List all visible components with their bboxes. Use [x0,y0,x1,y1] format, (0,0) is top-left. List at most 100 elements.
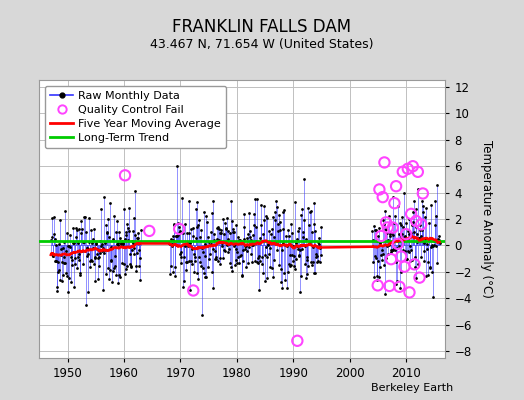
Point [205,256,213,262]
Point [187,258,195,264]
Point [270,257,278,264]
Point [57,252,65,258]
Point [433,182,441,189]
Point [227,264,235,270]
Point [241,242,249,249]
Point [62,248,70,254]
Point [259,203,268,209]
Point [306,238,314,245]
Point [61,260,69,266]
Point [75,257,83,263]
Point [58,245,67,251]
Point [209,284,217,291]
Point [286,252,294,258]
Point [250,222,258,228]
Point [74,240,82,246]
Point [302,236,310,242]
Point [266,244,275,251]
Point [243,248,251,255]
Point [310,200,319,206]
Point [261,278,269,284]
Point [195,216,203,223]
Point [384,251,392,257]
Point [254,254,263,261]
Point [83,253,91,259]
Point [126,250,134,257]
Point [409,228,418,235]
Text: Berkeley Earth: Berkeley Earth [371,383,453,393]
Point [290,263,298,269]
Point [64,275,73,282]
Point [272,198,281,204]
Point [108,268,117,275]
Point [268,274,277,280]
Point [115,229,123,236]
Point [231,262,239,268]
Point [385,283,394,289]
Point [391,246,399,253]
Point [104,265,112,272]
Point [223,242,231,248]
Point [293,338,301,344]
Point [275,212,283,218]
Point [90,226,98,232]
Point [79,260,88,267]
Point [292,236,301,242]
Point [268,226,276,233]
Point [206,251,214,258]
Point [267,230,276,237]
Point [89,236,97,242]
Point [249,242,257,248]
Point [292,256,300,262]
Point [428,242,436,249]
Point [118,241,127,247]
Point [418,227,426,234]
Point [96,238,104,244]
Point [223,228,232,234]
Point [95,250,104,256]
Point [66,244,74,250]
Point [396,220,404,227]
Point [228,226,237,232]
Point [414,234,423,241]
Point [61,208,70,214]
Point [84,289,92,295]
Point [413,169,422,175]
Point [428,269,436,275]
Point [93,246,101,252]
Point [415,235,423,241]
Point [276,227,284,233]
Point [109,236,117,242]
Point [301,261,309,267]
Point [393,245,401,252]
Point [230,229,238,236]
Point [117,238,126,245]
Point [171,273,179,280]
Point [305,240,313,247]
Point [407,230,416,236]
Point [50,231,58,238]
Point [100,194,108,200]
Point [414,185,422,192]
Point [170,221,178,228]
Point [304,263,312,270]
Point [90,261,98,268]
Point [216,260,224,267]
Point [312,250,321,257]
Point [247,242,256,248]
Point [298,206,306,212]
Point [253,196,261,202]
Point [395,242,403,249]
Point [212,253,220,260]
Point [233,249,242,256]
Point [249,211,258,218]
Point [127,247,136,253]
Point [120,206,128,212]
Point [217,230,226,236]
Point [122,232,130,238]
Point [394,238,402,244]
Point [91,255,99,261]
Point [185,287,194,293]
Point [126,264,135,270]
Point [96,206,105,213]
